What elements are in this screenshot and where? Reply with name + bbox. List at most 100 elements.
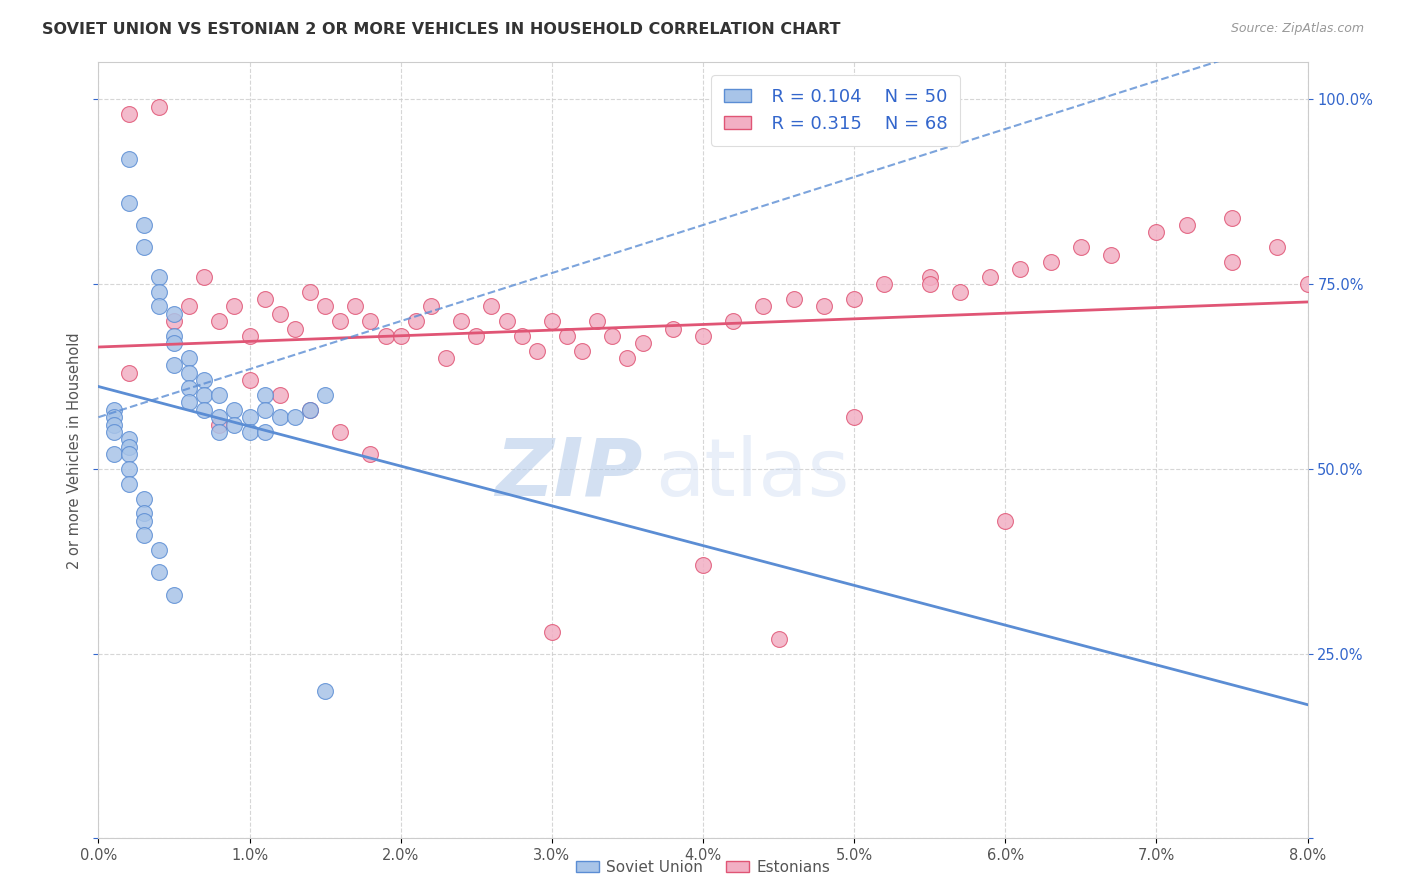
Point (314, 683, 336, 698)
Text: Source: ZipAtlas.com: Source: ZipAtlas.com (1230, 22, 1364, 36)
Point (360, 447, 382, 461)
Point (208, 410, 231, 425)
Point (1039, 255, 1062, 269)
Point (979, 269, 1001, 284)
Point (1267, 240, 1289, 254)
Point (434, 351, 457, 365)
Point (495, 314, 517, 328)
Point (132, 240, 155, 254)
Point (118, 366, 141, 380)
Point (284, 321, 307, 335)
Point (555, 329, 578, 343)
Point (193, 373, 215, 387)
Point (329, 425, 352, 439)
Point (103, 402, 125, 417)
Point (118, 447, 141, 461)
Point (994, 514, 1017, 528)
Point (132, 491, 155, 506)
Point (299, 402, 322, 417)
Point (873, 277, 896, 292)
Point (844, 410, 866, 425)
Point (179, 381, 201, 395)
Point (526, 343, 548, 358)
Text: atlas: atlas (655, 434, 849, 513)
Point (510, 329, 533, 343)
Point (540, 624, 562, 639)
Point (813, 299, 835, 313)
Point (405, 314, 427, 328)
Point (239, 373, 262, 387)
Point (1296, 277, 1319, 292)
Point (103, 417, 125, 432)
Point (420, 299, 443, 313)
Y-axis label: 2 or more Vehicles in Household: 2 or more Vehicles in Household (67, 332, 83, 569)
Point (1070, 240, 1092, 254)
Point (193, 269, 215, 284)
Point (132, 506, 155, 520)
Point (148, 285, 170, 299)
Point (239, 425, 262, 439)
Point (148, 269, 170, 284)
Point (1220, 255, 1243, 269)
Point (299, 402, 322, 417)
Point (163, 329, 186, 343)
Point (224, 417, 246, 432)
Point (103, 425, 125, 439)
Point (661, 321, 683, 335)
Point (253, 292, 276, 306)
Point (329, 314, 352, 328)
Point (768, 632, 790, 646)
Point (616, 351, 638, 365)
Point (374, 329, 396, 343)
Point (540, 314, 562, 328)
Point (118, 107, 141, 121)
Point (253, 388, 276, 402)
Point (269, 307, 291, 321)
Point (103, 410, 125, 425)
Point (918, 269, 941, 284)
Point (163, 588, 186, 602)
Point (269, 410, 291, 425)
Point (163, 307, 186, 321)
Point (148, 543, 170, 558)
Point (586, 314, 609, 328)
Point (132, 218, 155, 232)
Point (179, 366, 201, 380)
Point (208, 388, 231, 402)
Point (118, 462, 141, 476)
Legend:   R = 0.104    N = 50,   R = 0.315    N = 68: R = 0.104 N = 50, R = 0.315 N = 68 (711, 75, 960, 145)
Point (783, 292, 806, 306)
Point (239, 410, 262, 425)
Point (752, 299, 775, 313)
Point (118, 195, 141, 210)
Point (344, 299, 367, 313)
Point (224, 402, 246, 417)
Point (239, 329, 262, 343)
Point (163, 359, 186, 373)
Point (723, 314, 745, 328)
Point (132, 528, 155, 542)
Point (148, 566, 170, 580)
Point (314, 388, 336, 402)
Point (253, 425, 276, 439)
Point (918, 277, 941, 292)
Point (1099, 247, 1122, 261)
Point (118, 440, 141, 454)
Point (193, 388, 215, 402)
Point (299, 285, 322, 299)
Point (314, 299, 336, 313)
Point (602, 329, 624, 343)
Point (208, 417, 231, 432)
Point (118, 476, 141, 491)
Point (450, 314, 472, 328)
Point (148, 100, 170, 114)
Point (1220, 211, 1243, 225)
Point (179, 299, 201, 313)
Point (208, 425, 231, 439)
Point (193, 402, 215, 417)
Point (103, 447, 125, 461)
Point (118, 152, 141, 166)
Text: ZIP: ZIP (495, 434, 643, 513)
Point (179, 395, 201, 409)
Text: SOVIET UNION VS ESTONIAN 2 OR MORE VEHICLES IN HOUSEHOLD CORRELATION CHART: SOVIET UNION VS ESTONIAN 2 OR MORE VEHIC… (42, 22, 841, 37)
